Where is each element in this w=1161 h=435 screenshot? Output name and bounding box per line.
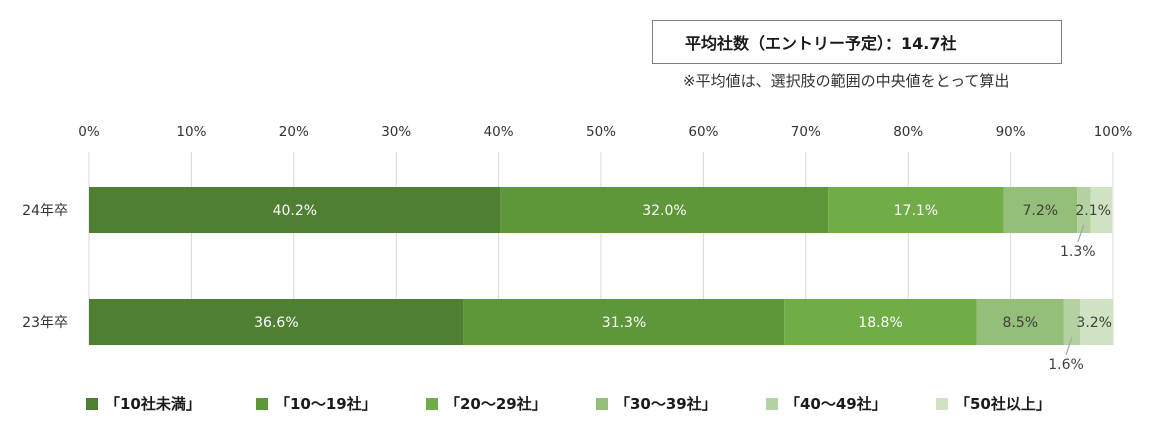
bar-segment — [1003, 187, 1078, 233]
legend-item: 「10～19社」 — [256, 393, 426, 414]
legend-swatch — [86, 397, 98, 410]
category-label: 24年卒 — [22, 203, 68, 219]
legend-label: 「50社以上」 — [955, 395, 1051, 413]
data-label: 3.2% — [1076, 315, 1112, 331]
bar-segment — [89, 187, 501, 233]
data-label: 36.6% — [254, 315, 298, 331]
average-note: ※平均値は、選択肢の範囲の中央値をとって算出 — [683, 72, 1010, 90]
x-tick-label: 10% — [176, 124, 206, 140]
bar-segment — [89, 299, 464, 345]
legend-swatch — [766, 397, 778, 410]
data-label: 18.8% — [858, 315, 902, 331]
data-label: 7.2% — [1023, 203, 1059, 219]
legend-label: 「40～49社」 — [785, 395, 887, 413]
average-count-box: 平均社数（エントリー予定）：14.7社 — [652, 20, 1062, 64]
x-tick-label: 70% — [791, 124, 821, 140]
average-count-text: 平均社数（エントリー予定）：14.7社 — [685, 34, 957, 53]
bar-segment — [976, 299, 1064, 345]
legend-swatch — [426, 397, 438, 410]
leader-line — [1077, 224, 1085, 243]
x-tick-label: 20% — [279, 124, 309, 140]
legend-label: 「30～39社」 — [615, 395, 717, 413]
bar-segment — [828, 187, 1004, 233]
data-label: 1.3% — [1060, 244, 1096, 260]
x-tick-label: 0% — [78, 124, 100, 140]
bar-segment — [1077, 187, 1091, 233]
x-tick-label: 60% — [688, 124, 718, 140]
legend-label: 「10～19社」 — [275, 395, 377, 413]
legend-swatch — [596, 397, 608, 410]
legend-item: 「20～29社」 — [426, 393, 596, 414]
legend-swatch — [256, 397, 268, 410]
bar-segment — [463, 299, 785, 345]
x-tick-label: 50% — [586, 124, 616, 140]
leader-line — [1065, 336, 1073, 356]
legend-label: 「20～29社」 — [445, 395, 547, 413]
legend-label: 「10社未満」 — [105, 395, 201, 413]
x-tick-label: 80% — [893, 124, 923, 140]
legend-item: 「40～49社」 — [766, 393, 936, 414]
legend-item: 「50社以上」 — [936, 393, 1106, 414]
data-label: 8.5% — [1003, 315, 1039, 331]
x-tick-label: 90% — [996, 124, 1026, 140]
bar-segment — [500, 187, 829, 233]
legend-item: 「30～39社」 — [596, 393, 766, 414]
data-label: 1.6% — [1048, 357, 1084, 373]
category-label: 23年卒 — [22, 315, 68, 331]
legend-swatch — [936, 397, 948, 410]
x-tick-label: 100% — [1094, 124, 1133, 140]
x-tick-label: 40% — [484, 124, 514, 140]
data-label: 31.3% — [602, 315, 646, 331]
data-label: 32.0% — [642, 203, 686, 219]
data-label: 2.1% — [1075, 203, 1111, 219]
bar-segment — [1080, 299, 1113, 345]
bar-segment — [1090, 187, 1112, 233]
x-tick-label: 30% — [381, 124, 411, 140]
bar-segment — [784, 299, 977, 345]
data-label: 17.1% — [894, 203, 938, 219]
legend-item: 「10社未満」 — [86, 393, 256, 414]
chart-legend: 「10社未満」 「10～19社」 「20～29社」 「30～39社」 「40～49社」 「… — [86, 393, 1106, 414]
data-label: 40.2% — [273, 203, 317, 219]
bar-segment — [1063, 299, 1081, 345]
